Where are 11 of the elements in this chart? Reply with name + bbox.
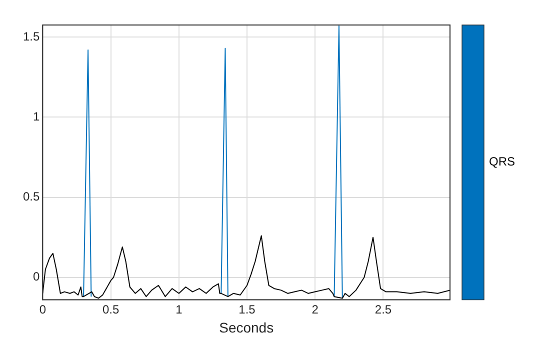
- y-tick-label: 1.5: [22, 29, 40, 44]
- text: QRS: [489, 154, 516, 169]
- x-tick-label: 1: [176, 302, 183, 316]
- x-tick-label: 2.5: [374, 302, 392, 316]
- y-tick-label: 1: [32, 110, 40, 124]
- x-tick-label: 1.5: [238, 302, 256, 316]
- y-tick-label: 0.5: [22, 190, 40, 204]
- x-axis-title: Seconds: [219, 319, 274, 336]
- y-tick-label: 0: [32, 270, 40, 284]
- x-tick-label: 2: [312, 302, 319, 316]
- x-tick-label: 0.5: [102, 302, 120, 316]
